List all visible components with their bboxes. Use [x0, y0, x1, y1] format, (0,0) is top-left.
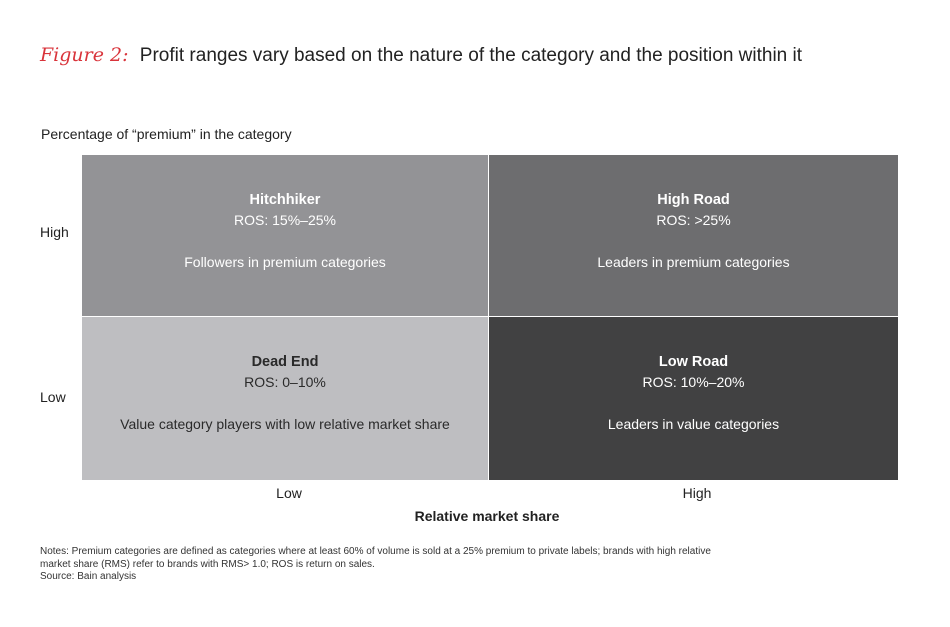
- x-axis-high-label: High: [682, 485, 712, 501]
- quadrant-description: Leaders in premium categories: [597, 254, 790, 270]
- figure-title: Figure 2: Profit ranges vary based on th…: [40, 44, 802, 67]
- x-axis-low-label: Low: [276, 485, 302, 501]
- quadrant-low-road: Low Road ROS: 10%–20% Leaders in value c…: [489, 317, 898, 480]
- quadrant-ros: ROS: 0–10%: [244, 374, 326, 390]
- quadrant-description: Followers in premium categories: [184, 254, 386, 270]
- quadrant-high-road: High Road ROS: >25% Leaders in premium c…: [489, 155, 898, 317]
- quadrant-description: Leaders in value categories: [607, 416, 780, 432]
- source-line: Source: Bain analysis: [40, 571, 137, 582]
- matrix-grid: Hitchhiker ROS: 15%–25% Followers in pre…: [82, 155, 898, 480]
- y-axis-low-label: Low: [40, 389, 66, 405]
- quadrant-description: Value category players with low relative…: [120, 416, 450, 432]
- quadrant-name: Low Road: [658, 354, 729, 370]
- figure-label: Figure 2:: [40, 44, 129, 66]
- quadrant-name: Dead End: [251, 354, 319, 370]
- x-axis-title: Relative market share: [414, 508, 560, 524]
- y-axis-title: Percentage of “premium” in the category: [41, 126, 292, 142]
- quadrant-dead-end: Dead End ROS: 0–10% Value category playe…: [82, 317, 489, 480]
- quadrant-name: Hitchhiker: [249, 192, 321, 208]
- quadrant-ros: ROS: 10%–20%: [642, 374, 745, 390]
- quadrant-hitchhiker: Hitchhiker ROS: 15%–25% Followers in pre…: [82, 155, 489, 317]
- notes-line-2: market share (RMS) refer to brands with …: [40, 558, 375, 570]
- y-axis-high-label: High: [40, 224, 69, 240]
- figure-title-text: Profit ranges vary based on the nature o…: [139, 45, 803, 66]
- quadrant-ros: ROS: >25%: [656, 212, 731, 228]
- quadrant-name: High Road: [657, 192, 730, 208]
- quadrant-ros: ROS: 15%–25%: [234, 212, 336, 228]
- footnotes: Notes: Premium categories are defined as…: [40, 546, 800, 584]
- notes-line-1: Notes: Premium categories are defined as…: [40, 546, 711, 557]
